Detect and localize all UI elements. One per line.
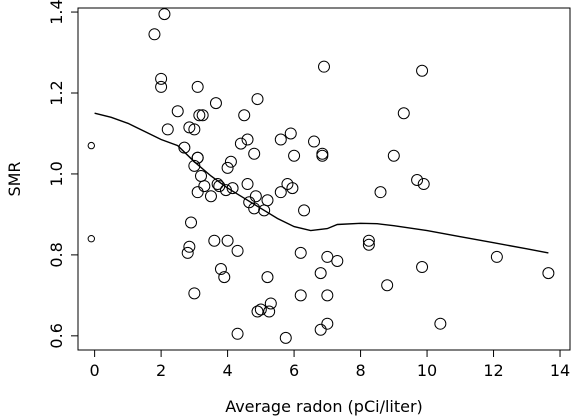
data-point	[155, 80, 168, 93]
y-tick-label: 1.4	[47, 0, 66, 25]
data-point	[221, 161, 234, 174]
data-point	[249, 190, 262, 203]
data-point	[191, 80, 204, 93]
data-point	[374, 186, 387, 199]
data-point	[183, 121, 196, 134]
x-axis-title: Average radon (pCi/liter)	[225, 397, 423, 416]
data-point	[261, 194, 274, 207]
data-point	[241, 133, 254, 146]
data-point	[416, 64, 429, 77]
data-point	[434, 317, 447, 330]
y-axis-ticks: 0.6 0.8 1.0 1.2 1.4	[47, 0, 78, 349]
data-point	[321, 317, 334, 330]
smooth-line-layer	[94, 112, 549, 254]
y-tick-label: 1.0	[47, 161, 66, 186]
data-point	[417, 178, 430, 191]
data-point	[155, 72, 168, 85]
x-tick-label: 0	[90, 361, 100, 380]
data-point	[209, 97, 222, 110]
data-point	[279, 331, 292, 344]
data-point	[286, 182, 299, 195]
data-point	[263, 305, 276, 318]
data-point	[193, 109, 206, 122]
data-point	[87, 234, 95, 243]
data-point	[397, 107, 410, 120]
data-point	[248, 147, 261, 160]
plot-frame	[77, 7, 571, 351]
data-point	[294, 246, 307, 259]
data-point	[254, 303, 267, 316]
data-point	[314, 267, 327, 280]
data-point	[191, 151, 204, 164]
data-point	[198, 180, 211, 193]
data-point	[231, 327, 244, 340]
data-point	[224, 155, 237, 168]
data-point	[331, 254, 344, 267]
y-tick-label: 0.6	[47, 323, 66, 348]
data-point	[218, 271, 231, 284]
data-point	[542, 267, 555, 280]
data-point	[183, 240, 196, 253]
data-point	[148, 28, 161, 41]
data-point	[321, 250, 334, 263]
data-point	[171, 105, 184, 118]
smooth-trend-line	[94, 112, 549, 254]
y-tick-label: 0.8	[47, 242, 66, 267]
data-point	[161, 123, 174, 136]
data-point	[308, 135, 321, 148]
data-point	[362, 234, 375, 247]
data-point	[362, 238, 375, 251]
data-point	[294, 289, 307, 302]
data-point	[261, 271, 274, 284]
y-axis-title: SMR	[5, 161, 24, 196]
data-point	[185, 216, 198, 229]
data-point	[191, 186, 204, 199]
data-point	[274, 186, 287, 199]
data-point	[241, 178, 254, 191]
x-tick-label: 8	[355, 361, 365, 380]
data-point	[281, 178, 294, 191]
x-tick-label: 2	[156, 361, 166, 380]
data-point	[264, 297, 277, 310]
data-point	[381, 279, 394, 292]
data-point	[188, 123, 201, 136]
data-point	[221, 234, 234, 247]
data-point	[238, 109, 251, 122]
data-point	[196, 109, 209, 122]
data-point	[298, 204, 311, 217]
data-point	[316, 149, 329, 162]
data-point	[208, 234, 221, 247]
data-point	[318, 60, 330, 73]
data-point	[234, 137, 247, 150]
data-point	[387, 149, 400, 162]
x-tick-label: 6	[289, 361, 299, 380]
data-point	[321, 289, 334, 302]
data-point	[314, 323, 327, 336]
x-axis-ticks: 0 2 4 6 8 10 12 14	[90, 350, 570, 380]
data-point	[195, 169, 207, 182]
data-point	[288, 149, 301, 162]
x-tick-label: 4	[223, 361, 233, 380]
data-point	[204, 190, 217, 203]
data-point	[251, 305, 264, 318]
data-point	[274, 133, 287, 146]
data-points	[87, 8, 555, 344]
data-point	[158, 8, 171, 21]
data-point	[231, 244, 244, 257]
data-point	[284, 127, 297, 140]
data-point	[214, 263, 227, 276]
data-point	[416, 261, 429, 274]
data-point	[87, 141, 95, 150]
data-point	[188, 287, 201, 300]
data-point	[411, 174, 424, 187]
data-point	[181, 246, 194, 259]
data-point	[251, 93, 264, 106]
x-tick-label: 12	[483, 361, 503, 380]
y-tick-label: 1.2	[47, 80, 66, 105]
x-tick-label: 14	[550, 361, 570, 380]
data-point	[490, 250, 503, 263]
x-tick-label: 10	[417, 361, 437, 380]
